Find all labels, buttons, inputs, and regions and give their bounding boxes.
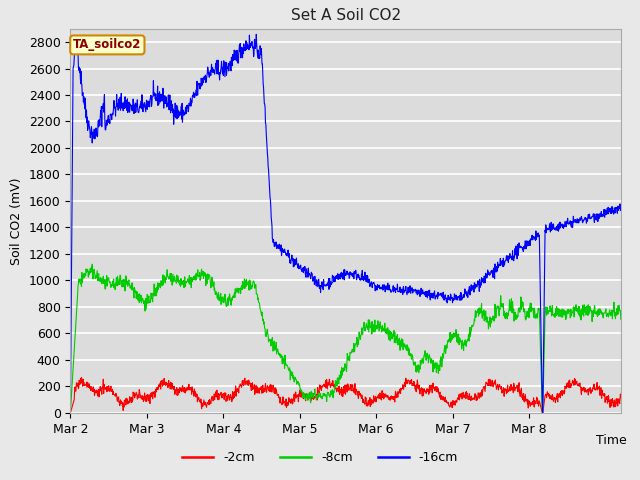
-2cm: [77, 374, 85, 380]
Title: Set A Soil CO2: Set A Soil CO2: [291, 9, 401, 24]
-2cm: [504, 390, 511, 396]
-8cm: [88, 261, 96, 267]
X-axis label: Time: Time: [596, 434, 627, 447]
-8cm: [67, 410, 74, 416]
-16cm: [617, 204, 625, 210]
Line: -8cm: -8cm: [70, 264, 621, 413]
-2cm: [617, 395, 625, 401]
-8cm: [431, 360, 439, 366]
-8cm: [552, 306, 559, 312]
-16cm: [552, 227, 559, 233]
-16cm: [250, 37, 258, 43]
Text: TA_soilco2: TA_soilco2: [73, 38, 141, 51]
-2cm: [251, 392, 259, 397]
-2cm: [431, 384, 439, 390]
Legend: -2cm, -8cm, -16cm: -2cm, -8cm, -16cm: [177, 446, 463, 469]
-16cm: [189, 93, 196, 99]
-8cm: [189, 276, 197, 281]
-2cm: [176, 384, 184, 390]
-16cm: [67, 410, 74, 416]
-16cm: [504, 258, 511, 264]
-16cm: [252, 31, 260, 37]
-16cm: [431, 296, 439, 302]
Line: -16cm: -16cm: [70, 34, 621, 413]
Line: -2cm: -2cm: [70, 377, 621, 413]
-16cm: [175, 113, 183, 119]
-8cm: [176, 282, 184, 288]
-8cm: [251, 286, 259, 291]
-2cm: [67, 410, 74, 416]
-2cm: [189, 388, 197, 394]
Y-axis label: Soil CO2 (mV): Soil CO2 (mV): [10, 177, 23, 264]
-2cm: [552, 396, 559, 402]
-8cm: [504, 316, 511, 322]
-8cm: [617, 316, 625, 322]
